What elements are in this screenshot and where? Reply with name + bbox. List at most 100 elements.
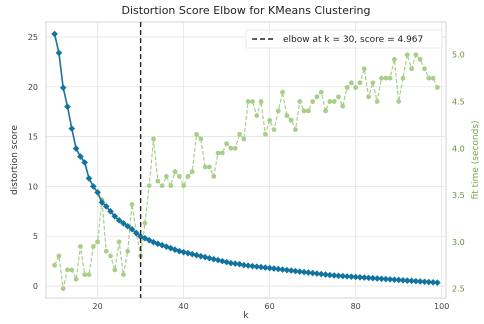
fit-time-point xyxy=(181,183,187,189)
y-tick-labels: 0 5 10 15 20 25 xyxy=(28,33,38,291)
legend: elbow at k = 30, score = 4.967 xyxy=(245,29,443,49)
fit-time-point xyxy=(297,99,303,104)
distortion-point xyxy=(326,271,334,279)
distortion-point xyxy=(257,263,265,271)
distortion-point xyxy=(373,275,381,282)
distortion-point xyxy=(360,274,368,281)
fit-time-point xyxy=(374,99,380,104)
fit-time-point xyxy=(258,99,264,104)
fit-time-point xyxy=(146,183,152,189)
fit-time-point xyxy=(103,248,109,254)
fit-time-point xyxy=(168,183,174,189)
fit-time-point xyxy=(82,272,88,278)
y-tick-label: 25 xyxy=(28,33,38,42)
distortion-point xyxy=(244,262,252,269)
fit-time-point xyxy=(271,127,277,132)
distortion-point xyxy=(188,250,196,258)
y-tick-label: 20 xyxy=(28,83,38,92)
distortion-point xyxy=(210,255,218,263)
distortion-point xyxy=(180,248,187,256)
y2-tick-label: 5.0 xyxy=(452,51,465,60)
distortion-point xyxy=(283,266,291,274)
x-tick-label: 60 xyxy=(265,302,275,311)
fit-time-point xyxy=(331,99,337,104)
y2-tick-label: 3.5 xyxy=(452,191,465,200)
distortion-point xyxy=(102,203,110,210)
fit-time-point xyxy=(108,253,113,259)
fit-time-point xyxy=(284,113,290,118)
distortion-point xyxy=(313,270,321,277)
distortion-point xyxy=(296,268,304,275)
fit-time-point xyxy=(164,173,169,179)
y2-tick-label: 3.0 xyxy=(452,238,465,247)
fit-time-point xyxy=(310,99,316,104)
distortion-point xyxy=(386,276,394,283)
fit-time-point xyxy=(383,75,389,81)
y-tick-label: 0 xyxy=(33,282,38,291)
fit-time-point xyxy=(228,145,234,151)
fit-time-point xyxy=(142,220,148,226)
legend-label: elbow at k = 30, score = 4.967 xyxy=(283,35,423,45)
fit-time-point xyxy=(245,99,251,104)
fit-time-point xyxy=(237,131,242,137)
fit-time-point xyxy=(90,244,96,249)
distortion-point xyxy=(249,262,256,270)
distortion-point xyxy=(184,249,192,257)
y-axis-label: distortion score xyxy=(10,125,20,195)
distortion-point xyxy=(412,277,420,285)
distortion-point xyxy=(391,276,398,283)
distortion-point xyxy=(335,272,342,280)
fit-time-point xyxy=(194,131,199,137)
fit-time-point xyxy=(172,169,178,175)
distortion-point xyxy=(399,276,407,284)
plot-area xyxy=(45,21,447,299)
y2-tick-label: 2.5 xyxy=(452,285,465,294)
fit-time-point xyxy=(155,178,161,184)
fit-time-point xyxy=(323,108,328,114)
distortion-point xyxy=(85,175,93,182)
distortion-series xyxy=(51,30,441,286)
distortion-point xyxy=(253,263,261,270)
y2-tick-labels: 2.5 3.0 3.5 4.0 4.5 5.0 xyxy=(452,51,465,294)
fit-time-point xyxy=(396,99,402,104)
distortion-point xyxy=(356,273,364,281)
fit-time-point xyxy=(219,150,225,156)
fit-time-point xyxy=(280,89,285,95)
fit-time-point xyxy=(262,131,268,137)
distortion-point xyxy=(279,266,286,273)
distortion-point xyxy=(429,279,437,286)
distortion-point xyxy=(300,268,308,276)
fit-time-point xyxy=(52,262,58,268)
fit-time-point xyxy=(159,183,165,189)
x-tick-label: 20 xyxy=(93,302,103,311)
fit-time-point xyxy=(430,75,436,81)
distortion-point xyxy=(167,244,175,252)
fit-time-point xyxy=(357,80,363,86)
fit-time-point xyxy=(409,66,414,72)
distortion-point xyxy=(115,216,123,224)
fit-time-point xyxy=(60,286,66,292)
distortion-point xyxy=(266,264,273,272)
distortion-point xyxy=(120,219,127,227)
fit-time-point xyxy=(56,253,62,259)
fit-time-point xyxy=(348,80,354,86)
fit-time-point xyxy=(69,267,75,273)
distortion-point xyxy=(231,260,239,267)
fit-time-point xyxy=(301,108,307,114)
distortion-point xyxy=(223,258,230,266)
distortion-point xyxy=(133,229,140,237)
distortion-point xyxy=(403,277,411,284)
distortion-point xyxy=(72,145,80,152)
distortion-point xyxy=(365,274,372,282)
x-tick-label: 40 xyxy=(179,302,189,311)
fit-time-line xyxy=(54,53,438,289)
distortion-point xyxy=(141,234,149,242)
distortion-point xyxy=(51,30,58,38)
distortion-point xyxy=(382,275,390,283)
distortion-point xyxy=(352,273,359,281)
fit-time-point xyxy=(86,272,92,278)
fit-time-point xyxy=(78,244,83,249)
fit-time-point xyxy=(241,136,247,142)
y2-tick-label: 4.5 xyxy=(452,98,465,107)
distortion-point xyxy=(64,103,71,110)
